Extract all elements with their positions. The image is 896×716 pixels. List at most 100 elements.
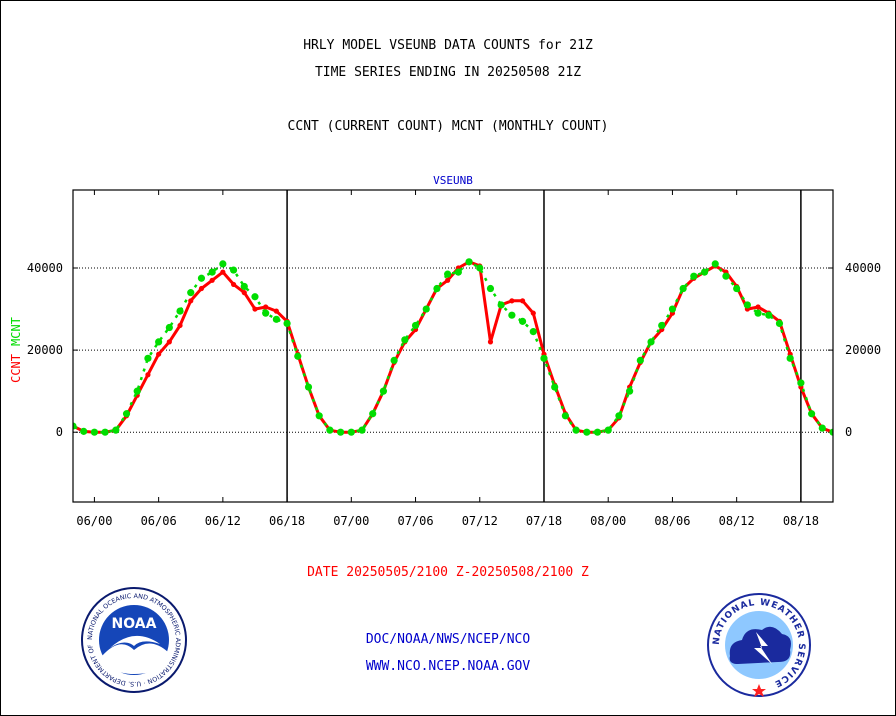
series-group bbox=[60, 258, 833, 436]
data-point-ccnt bbox=[530, 310, 536, 316]
data-point-ccnt bbox=[198, 285, 205, 292]
data-point-ccnt bbox=[263, 304, 269, 310]
data-point-mcnt bbox=[786, 354, 794, 362]
noaa-logo-text: NOAA bbox=[112, 616, 157, 632]
x-tick-label: 06/18 bbox=[269, 514, 305, 528]
data-point-mcnt bbox=[754, 309, 762, 317]
data-point-mcnt bbox=[775, 319, 784, 328]
data-point-mcnt bbox=[251, 293, 259, 301]
data-point-mcnt bbox=[540, 354, 548, 362]
noaa-logo: NOAA NATIONAL OCEANIC AND ATMOSPHERIC AD… bbox=[80, 586, 187, 693]
x-tick-label: 06/06 bbox=[141, 514, 177, 528]
y-tick-label-left: 40000 bbox=[27, 261, 63, 275]
data-point-mcnt bbox=[518, 317, 527, 325]
y-tick-label-left: 20000 bbox=[27, 343, 63, 357]
data-point-mcnt bbox=[722, 272, 730, 280]
data-point-ccnt bbox=[519, 298, 526, 304]
data-point-mcnt bbox=[444, 270, 452, 278]
data-point-mcnt bbox=[572, 426, 580, 434]
data-point-mcnt bbox=[390, 356, 398, 364]
data-point-mcnt bbox=[80, 427, 88, 435]
data-point-mcnt bbox=[679, 284, 687, 293]
data-point-mcnt bbox=[262, 309, 270, 317]
data-point-mcnt bbox=[433, 284, 441, 293]
y-tick-label-right: 0 bbox=[845, 425, 852, 439]
data-point-mcnt bbox=[208, 268, 216, 276]
x-tick-label: 08/18 bbox=[783, 514, 819, 528]
data-point-ccnt bbox=[241, 290, 247, 296]
data-point-mcnt bbox=[668, 305, 677, 313]
x-tick-label: 07/00 bbox=[333, 514, 369, 528]
x-tick-label: 08/06 bbox=[654, 514, 690, 528]
x-tick-label: 06/12 bbox=[205, 514, 241, 528]
data-point-ccnt bbox=[755, 304, 761, 310]
series-line-ccnt bbox=[73, 260, 833, 434]
data-point-mcnt bbox=[294, 352, 302, 360]
data-point-mcnt bbox=[369, 410, 377, 418]
x-tick-label: 06/00 bbox=[76, 514, 112, 528]
data-point-ccnt bbox=[487, 339, 494, 345]
x-tick-label: 08/00 bbox=[590, 514, 626, 528]
data-point-mcnt bbox=[122, 410, 131, 418]
plot-frame bbox=[72, 189, 834, 503]
data-point-mcnt bbox=[411, 321, 420, 330]
org-path-label: DOC/NOAA/NWS/NCEP/NCO bbox=[365, 632, 531, 647]
data-point-mcnt bbox=[304, 383, 313, 391]
data-point-ccnt bbox=[145, 372, 151, 378]
data-point-mcnt bbox=[690, 272, 698, 280]
data-point-mcnt bbox=[829, 428, 833, 436]
data-point-mcnt bbox=[593, 428, 602, 436]
data-point-ccnt bbox=[209, 277, 215, 283]
data-point-mcnt bbox=[165, 323, 173, 332]
data-point-mcnt bbox=[240, 282, 248, 291]
data-point-mcnt bbox=[658, 321, 666, 330]
data-point-mcnt bbox=[422, 305, 430, 313]
data-point-mcnt bbox=[797, 379, 805, 387]
data-point-mcnt bbox=[583, 428, 591, 436]
data-point-ccnt bbox=[445, 277, 451, 283]
chart-title: VSEUNB bbox=[433, 174, 473, 187]
data-point-mcnt bbox=[358, 426, 366, 434]
website-label: WWW.NCO.NCEP.NOAA.GOV bbox=[365, 659, 531, 674]
data-point-mcnt bbox=[229, 266, 238, 274]
data-point-ccnt bbox=[60, 411, 65, 416]
data-point-mcnt bbox=[551, 383, 559, 391]
y-axis-label-ccnt: CCNT bbox=[9, 354, 23, 383]
data-point-mcnt bbox=[818, 424, 826, 432]
data-point-mcnt bbox=[700, 268, 709, 276]
data-point-mcnt bbox=[176, 307, 184, 315]
data-point-mcnt bbox=[765, 311, 773, 319]
data-point-mcnt bbox=[454, 268, 462, 276]
data-point-ccnt bbox=[509, 298, 515, 304]
data-point-mcnt bbox=[743, 301, 751, 309]
x-tick-label: 07/18 bbox=[526, 514, 562, 528]
y-tick-label-left: 0 bbox=[56, 425, 63, 439]
data-point-mcnt bbox=[347, 428, 355, 436]
data-point-ccnt bbox=[252, 306, 258, 312]
data-point-mcnt bbox=[604, 426, 612, 434]
data-point-mcnt bbox=[144, 354, 152, 362]
y-axis-label: CCNT MCNT bbox=[9, 317, 23, 383]
data-point-mcnt bbox=[272, 315, 280, 323]
data-point-mcnt bbox=[90, 428, 99, 436]
data-point-mcnt bbox=[73, 422, 77, 430]
page-subtitle: TIME SERIES ENDING IN 20250508 21Z bbox=[314, 65, 582, 80]
data-point-ccnt bbox=[188, 298, 194, 304]
data-point-mcnt bbox=[326, 426, 334, 434]
series-line-mcnt bbox=[73, 260, 833, 434]
nws-logo: NATIONAL WEATHER SERVICE bbox=[707, 593, 811, 697]
data-point-mcnt bbox=[187, 289, 195, 297]
data-point-ccnt bbox=[177, 322, 183, 329]
data-point-mcnt bbox=[337, 428, 345, 436]
data-point-mcnt bbox=[647, 338, 655, 346]
data-point-mcnt bbox=[733, 284, 741, 293]
date-range-label: DATE 20250505/2100 Z-20250508/2100 Z bbox=[307, 565, 589, 580]
data-point-mcnt bbox=[133, 387, 141, 395]
data-point-mcnt bbox=[315, 412, 323, 420]
data-point-mcnt bbox=[626, 387, 634, 395]
data-point-mcnt bbox=[615, 412, 623, 420]
data-point-mcnt bbox=[379, 387, 388, 395]
data-point-mcnt bbox=[283, 319, 291, 328]
data-point-mcnt bbox=[101, 428, 109, 436]
data-point-mcnt bbox=[711, 260, 719, 268]
